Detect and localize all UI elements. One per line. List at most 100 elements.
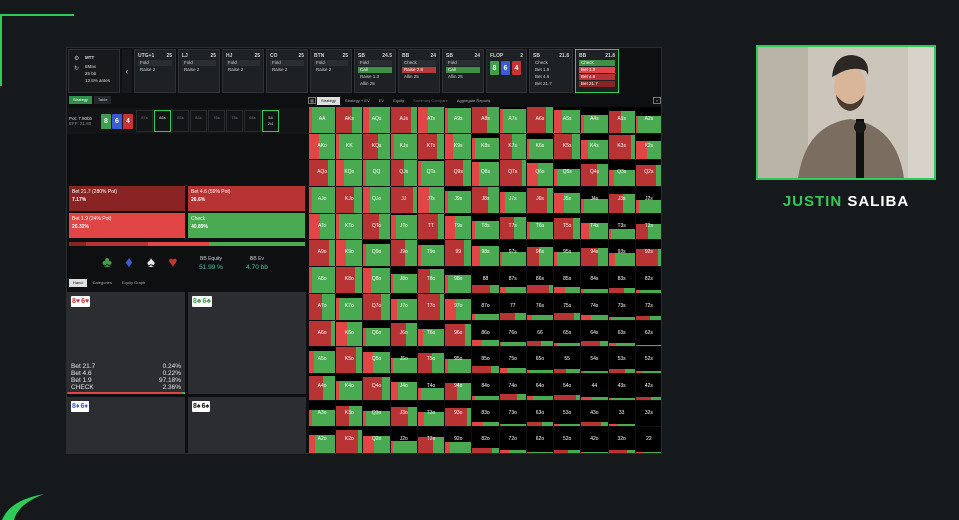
range-cell[interactable]: T2s [635, 213, 661, 240]
combo-box[interactable]: 8♥ 6♥ Bet 21.7 0.24% Bet 4.6 0.22% Bet 1.9 97.1… [67, 292, 185, 394]
range-cell[interactable]: A9s [445, 107, 472, 133]
range-cell[interactable]: 54s [581, 347, 608, 373]
tab-hand[interactable]: Hand [69, 279, 87, 287]
range-cell[interactable]: A4o [309, 373, 336, 400]
range-cell[interactable]: J9o [390, 240, 417, 267]
range-cell[interactable]: T3s [608, 213, 635, 240]
range-cell[interactable]: J6o [390, 320, 417, 347]
range-cell[interactable]: 88 [472, 267, 499, 293]
range-cell[interactable]: Q8s [472, 160, 499, 187]
range-cell[interactable]: 52o [554, 427, 581, 453]
range-cell[interactable]: T3o [417, 400, 445, 427]
range-cell[interactable]: TT [417, 213, 445, 240]
range-cell[interactable]: K5o [336, 347, 363, 373]
range-cell[interactable]: JJ [390, 187, 417, 213]
range-cell[interactable]: Q2s [635, 160, 661, 187]
strategy-bet-46[interactable]: Bet 4.6 (59% Pot) 26.6% [188, 186, 305, 211]
position-action[interactable]: Fold [446, 60, 480, 66]
range-cell[interactable]: J4o [390, 373, 417, 400]
range-cell[interactable]: 85s [554, 267, 581, 293]
range-cell[interactable]: 63s [608, 320, 635, 347]
range-cell[interactable]: J2s [635, 187, 661, 213]
sb-after-action-1[interactable]: Check [535, 60, 548, 65]
range-cell[interactable]: A4s [581, 107, 608, 133]
range-cell[interactable]: 82o [472, 427, 499, 453]
sb-after-action-4[interactable]: Bet 21.7 [535, 81, 552, 86]
range-cell[interactable]: A7o [309, 293, 336, 320]
position-card[interactable]: HJ 25 Fold Raise 2 [222, 49, 264, 93]
range-cell[interactable]: 87o [472, 293, 499, 320]
range-cell[interactable]: 62s [635, 320, 661, 347]
range-cell[interactable]: 95o [445, 347, 472, 373]
combo-cell[interactable]: 76s [208, 110, 225, 132]
chevron-left-icon[interactable]: ‹ [122, 49, 132, 93]
bb-action-check[interactable]: Check [579, 60, 615, 66]
tab-strategy[interactable]: Strategy [69, 96, 92, 104]
diamond-icon[interactable]: ♦ [125, 254, 133, 271]
position-card[interactable]: LJ 25 Fold Raise 2 [178, 49, 220, 93]
range-cell[interactable]: 75o [499, 347, 526, 373]
range-cell[interactable]: 63o [526, 400, 554, 427]
range-cell[interactable]: K7s [499, 133, 526, 160]
range-cell[interactable]: Q3o [363, 400, 390, 427]
range-cell[interactable]: KTs [417, 133, 445, 160]
range-cell[interactable]: K4o [336, 373, 363, 400]
range-cell[interactable]: 54o [554, 373, 581, 400]
range-cell[interactable]: 96o [445, 320, 472, 347]
range-cell[interactable]: J5s [554, 187, 581, 213]
range-cell[interactable]: A6s [526, 107, 554, 133]
range-cell[interactable]: K3s [608, 133, 635, 160]
range-cell[interactable]: T5o [417, 347, 445, 373]
range-cell[interactable]: 83o [472, 400, 499, 427]
range-cell[interactable]: AQs [363, 107, 390, 133]
range-cell[interactable]: ATo [309, 213, 336, 240]
combo-cell[interactable]: 84s [190, 110, 207, 132]
range-cell[interactable]: K9o [336, 240, 363, 267]
range-cell[interactable]: K4s [581, 133, 608, 160]
range-cell[interactable]: J8s [472, 187, 499, 213]
range-cell[interactable]: 83s [608, 267, 635, 293]
range-cell[interactable]: Q9s [445, 160, 472, 187]
range-cell[interactable]: ATs [417, 107, 445, 133]
position-card[interactable]: UTG+1 25 Fold Raise 2 [134, 49, 176, 93]
range-cell[interactable]: 93s [608, 240, 635, 267]
tab-table[interactable]: Table [93, 96, 112, 104]
sb-after-action-2[interactable]: Bet 1.9 [535, 67, 550, 72]
range-cell[interactable]: A8s [472, 107, 499, 133]
range-cell[interactable]: Q4s [581, 160, 608, 187]
range-cell[interactable]: J2o [390, 427, 417, 453]
tab-aggregate-reports[interactable]: Aggregate Reports [456, 97, 491, 103]
position-action[interactable]: Call [358, 67, 392, 73]
range-cell[interactable]: 42o [581, 427, 608, 453]
heart-icon[interactable]: ♥ [168, 254, 178, 271]
position-action[interactable]: Allin 25 [404, 74, 419, 79]
position-action[interactable]: Fold [182, 60, 216, 66]
range-cell[interactable]: Q9o [363, 240, 390, 267]
range-cell[interactable]: QJs [390, 160, 417, 187]
range-cell[interactable]: 94o [445, 373, 472, 400]
range-cell[interactable]: J5o [390, 347, 417, 373]
bb-action-bet-small[interactable]: Bet 1.9 [579, 67, 615, 73]
tab-ev[interactable]: EV [378, 97, 385, 103]
range-cell[interactable]: K7o [336, 293, 363, 320]
range-cell[interactable]: A5s [554, 107, 581, 133]
position-action[interactable]: Raise 2 [184, 67, 200, 72]
range-cell[interactable]: A3s [608, 107, 635, 133]
range-cell[interactable]: QJo [363, 187, 390, 213]
range-cell[interactable]: 84s [581, 267, 608, 293]
tab-summary-compare[interactable]: Summary Compare [413, 97, 448, 103]
range-cell[interactable]: QQ [363, 160, 390, 187]
range-cell[interactable]: Q8o [363, 267, 390, 293]
range-cell[interactable]: 44 [581, 373, 608, 400]
position-card[interactable]: CO 25 Fold Raise 2 [266, 49, 308, 93]
range-cell[interactable]: 73o [499, 400, 526, 427]
range-cell[interactable]: 84o [472, 373, 499, 400]
combo-cell[interactable]: 65s [244, 110, 261, 132]
range-cell[interactable]: T6o [417, 320, 445, 347]
combo-cell[interactable]: 86s [154, 110, 171, 132]
range-cell[interactable]: 72s [635, 293, 661, 320]
tab-strategy-ev[interactable]: Strategy + EV [344, 97, 370, 103]
range-cell[interactable]: T8s [472, 213, 499, 240]
range-cell[interactable]: K9s [445, 133, 472, 160]
position-action[interactable]: Raise 1.3 [360, 74, 380, 79]
